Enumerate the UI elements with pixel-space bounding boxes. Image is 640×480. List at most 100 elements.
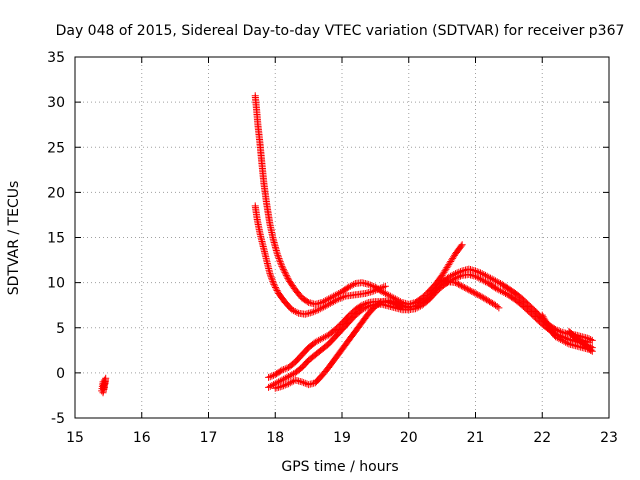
data-point-interp (277, 367, 285, 375)
data-point-interp (280, 382, 288, 390)
data-point-interp (323, 301, 331, 309)
data-point-interp (281, 381, 289, 389)
data-point (585, 338, 593, 346)
data-point-interp (318, 304, 326, 312)
data-point-interp (460, 283, 468, 291)
data-point (273, 250, 281, 258)
y-tick-label: 30 (47, 95, 65, 111)
series-rising_bottom (271, 277, 503, 392)
data-point-interp (557, 335, 565, 343)
data-point-interp (276, 377, 284, 385)
data-point (266, 270, 274, 278)
data-point-interp (293, 308, 301, 316)
data-point-interp (313, 337, 321, 345)
data-point (278, 262, 286, 270)
data-point (278, 382, 286, 390)
data-point-interp (272, 285, 280, 293)
data-point-interp (336, 294, 344, 302)
data-point (308, 308, 316, 316)
data-point-interp (475, 268, 483, 276)
data-point-interp (453, 279, 461, 287)
y-tick-label: -5 (51, 411, 65, 427)
chart-title: Day 048 of 2015, Sidereal Day-to-day VTE… (56, 23, 625, 39)
data-point-interp (389, 298, 397, 306)
data-point-interp (383, 290, 391, 298)
data-point-interp (281, 268, 289, 276)
data-point-interp (482, 278, 490, 286)
data-point-interp (343, 284, 351, 292)
series-spread_tail (538, 311, 596, 355)
data-point-interp (373, 286, 381, 294)
data-point-interp (279, 264, 287, 272)
data-point-interp (274, 251, 282, 259)
data-point-interp (475, 291, 483, 299)
data-point-interp (466, 287, 474, 295)
data-point-interp (493, 285, 501, 293)
data-point-interp (273, 286, 281, 294)
x-tick-label: 22 (533, 430, 551, 446)
data-point-interp (350, 280, 358, 288)
data-point-interp (326, 299, 334, 307)
data-point-interp (489, 299, 497, 307)
data-point-interp (457, 242, 465, 250)
x-tick-label: 18 (266, 430, 284, 446)
data-point-interp (280, 267, 288, 275)
data-point-interp (268, 276, 276, 284)
y-tick-label: 0 (56, 366, 65, 382)
data-point-interp (313, 306, 321, 314)
data-point-interp (277, 261, 285, 269)
data-point-interp (378, 284, 386, 292)
data-point-interp (300, 379, 308, 387)
data-point-interp (400, 302, 408, 310)
data-point-interp (487, 274, 495, 282)
grid-lines (75, 57, 609, 418)
data-point-interp (338, 294, 346, 302)
data-point-interp (415, 303, 423, 311)
data-point (278, 366, 286, 374)
data-point-interp (540, 314, 548, 322)
data-point (100, 383, 108, 391)
data-point-interp (493, 303, 501, 311)
data-point-interp (477, 275, 485, 283)
data-point-interp (348, 281, 356, 289)
data-point-interp (269, 279, 277, 287)
data-point-interp (266, 382, 274, 390)
data-point-interp (456, 272, 464, 280)
data-point-interp (320, 334, 328, 342)
data-point-interp (542, 317, 550, 325)
data-point-interp (281, 374, 289, 382)
data-point (411, 305, 419, 313)
data-point-interp (271, 283, 279, 291)
data-point (298, 378, 306, 386)
data-point-interp (331, 297, 339, 305)
data-point-interp (301, 379, 309, 387)
x-tick-label: 23 (600, 430, 618, 446)
data-point-interp (277, 259, 285, 267)
data-point-interp (456, 281, 464, 289)
data-point (365, 280, 373, 288)
x-tick-label: 17 (200, 430, 218, 446)
data-point-interp (471, 289, 479, 297)
data-point-interp (283, 273, 291, 281)
data-point-interp (477, 292, 485, 300)
data-point-interp (391, 299, 399, 307)
data-point-interp (455, 273, 463, 281)
data-point-interp (266, 373, 274, 381)
data-point-interp (544, 322, 552, 330)
series-isolated_segment (98, 374, 110, 397)
data-point-interp (562, 338, 570, 346)
x-tick-label: 20 (400, 430, 418, 446)
data-point-interp (276, 256, 284, 264)
data-point (358, 306, 366, 314)
data-point-interp (480, 277, 488, 285)
data-point-interp (543, 321, 551, 329)
data-point-interp (316, 335, 324, 343)
data-point-interp (469, 288, 477, 296)
data-point (265, 373, 273, 381)
data-point (368, 288, 376, 296)
data-point-interp (310, 308, 318, 316)
data-point-interp (268, 274, 276, 282)
y-tick-label: 25 (47, 140, 65, 156)
data-point-interp (284, 274, 292, 282)
data-point-interp (490, 283, 498, 291)
